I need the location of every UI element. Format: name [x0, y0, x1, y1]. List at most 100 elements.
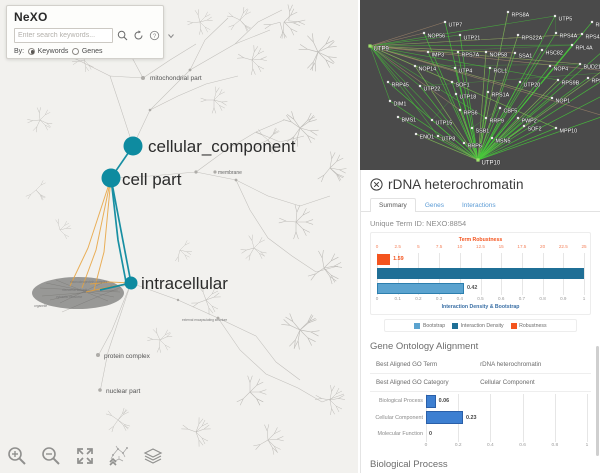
network-node[interactable] — [580, 32, 584, 36]
network-node[interactable] — [518, 80, 522, 84]
network-node[interactable] — [516, 116, 520, 120]
ontology-tree-view[interactable]: cellular_component cell part intracellul… — [0, 0, 358, 473]
network-node[interactable] — [454, 92, 458, 96]
radio-genes[interactable]: Genes — [72, 48, 102, 55]
bar-interaction-density[interactable] — [377, 268, 584, 279]
network-node[interactable] — [484, 50, 488, 54]
scrollbar[interactable] — [596, 346, 599, 456]
network-node[interactable] — [476, 158, 480, 162]
bar-row-bootstrap[interactable]: 0.42 — [377, 282, 584, 295]
search-panel[interactable]: NeXO ? By: Keywor — [6, 5, 174, 59]
detail-tabs[interactable]: Summary Genes Interactions — [361, 195, 600, 212]
network-node[interactable] — [578, 62, 582, 66]
network-node[interactable] — [396, 115, 400, 119]
chart-legend[interactable]: Bootstrap Interaction Density Robustness — [384, 319, 577, 332]
network-node[interactable] — [456, 50, 460, 54]
network-node[interactable] — [422, 31, 426, 35]
network-node[interactable] — [516, 33, 520, 37]
network-canvas[interactable]: UTP9 UTP7 RPS8A UTP5 RPS17B NOP56 UTP21 RPS22A R… — [360, 0, 600, 170]
network-node[interactable] — [540, 48, 544, 52]
help-icon[interactable]: ? — [148, 29, 161, 42]
legend-item[interactable]: Bootstrap — [414, 322, 445, 329]
tree-node-cellular-component[interactable] — [123, 136, 143, 156]
close-circle-icon[interactable] — [370, 178, 383, 191]
network-node[interactable] — [458, 108, 462, 112]
search-input[interactable] — [14, 28, 113, 43]
radio-genes-dot[interactable] — [72, 48, 80, 55]
collapse-icon[interactable] — [108, 445, 130, 467]
network-node[interactable] — [550, 96, 554, 100]
network-node[interactable] — [430, 118, 434, 122]
tab-summary[interactable]: Summary — [370, 198, 416, 212]
search-icon[interactable] — [116, 29, 129, 42]
network-node[interactable] — [522, 124, 526, 128]
network-node[interactable] — [570, 43, 574, 47]
network-node[interactable] — [413, 64, 417, 68]
tree-node-intracellular[interactable] — [124, 276, 138, 290]
network-nodes[interactable] — [368, 10, 600, 162]
bar-value-bootstrap: 0.42 — [466, 285, 478, 291]
network-node[interactable] — [488, 66, 492, 70]
fit-to-screen-icon[interactable] — [74, 445, 96, 467]
network-node-label: UTP4 — [459, 69, 473, 75]
network-node[interactable] — [556, 78, 560, 82]
zoom-in-icon[interactable] — [6, 445, 28, 467]
network-node[interactable] — [453, 66, 457, 70]
refresh-icon[interactable] — [132, 29, 145, 42]
network-node[interactable] — [484, 116, 488, 120]
legend-swatch — [414, 322, 421, 329]
network-node[interactable] — [414, 132, 418, 136]
network-node-label: RPL4A — [576, 46, 593, 52]
go-bar-row[interactable]: Biological Process 0.06 — [379, 394, 587, 409]
bar-robustness[interactable] — [377, 253, 391, 265]
network-node[interactable] — [548, 64, 552, 68]
network-node[interactable] — [498, 106, 502, 110]
tab-genes[interactable]: Genes — [424, 202, 444, 209]
zoom-out-icon[interactable] — [40, 445, 62, 467]
network-node[interactable] — [590, 20, 594, 24]
radio-keywords-dot[interactable] — [28, 48, 36, 55]
network-node-label: RPS9B — [562, 81, 580, 87]
term-detail-panel[interactable]: rDNA heterochromatin Summary Genes Inter… — [360, 170, 600, 473]
ontology-tree-canvas[interactable]: cellular_component cell part intracellul… — [0, 0, 358, 473]
network-node[interactable] — [458, 33, 462, 37]
network-node[interactable] — [388, 99, 392, 103]
tree-toolbar[interactable] — [6, 445, 164, 467]
radio-keywords[interactable]: Keywords — [28, 48, 68, 55]
bar-row-robustness[interactable]: 1.59 — [377, 253, 584, 266]
bar-bootstrap[interactable] — [377, 282, 464, 294]
page-title: rDNA heterochromatin — [388, 177, 524, 192]
network-node[interactable] — [450, 80, 454, 84]
network-node[interactable] — [486, 90, 490, 94]
axis-tick: 0.8 — [551, 443, 559, 448]
network-node[interactable] — [553, 14, 557, 18]
network-node[interactable] — [513, 51, 517, 55]
network-node[interactable] — [554, 126, 558, 130]
network-node[interactable] — [368, 44, 372, 48]
bar-row-interaction-density[interactable] — [377, 267, 584, 280]
layers-icon[interactable] — [142, 445, 164, 467]
network-node[interactable] — [418, 84, 422, 88]
network-node[interactable] — [490, 136, 494, 140]
go-bar[interactable] — [426, 411, 464, 424]
gene-interaction-network[interactable]: UTP9 UTP7 RPS8A UTP5 RPS17B NOP56 UTP21 RPS22A R… — [360, 0, 600, 170]
go-bar[interactable] — [426, 394, 436, 408]
network-node-label: RPS7A — [462, 53, 480, 59]
go-bar-row[interactable]: Cellular Component 0.23 — [375, 410, 587, 425]
legend-item[interactable]: Robustness — [510, 322, 547, 329]
tree-node-cell-part[interactable] — [101, 168, 121, 188]
go-bar-row[interactable]: Molecular Function 0 — [377, 427, 587, 442]
network-node[interactable] — [462, 141, 466, 145]
network-node[interactable] — [386, 80, 390, 84]
network-node[interactable] — [506, 10, 510, 14]
network-node[interactable] — [470, 126, 474, 130]
legend-item[interactable]: Interaction Density — [452, 322, 504, 329]
network-node[interactable] — [586, 76, 590, 80]
network-node[interactable] — [426, 50, 430, 54]
network-node[interactable] — [554, 31, 558, 35]
network-node[interactable] — [436, 134, 440, 138]
chevron-down-icon[interactable] — [164, 29, 177, 42]
network-node[interactable] — [443, 20, 447, 24]
network-node-label: HSC82 — [546, 51, 563, 57]
tab-interactions[interactable]: Interactions — [461, 202, 496, 209]
